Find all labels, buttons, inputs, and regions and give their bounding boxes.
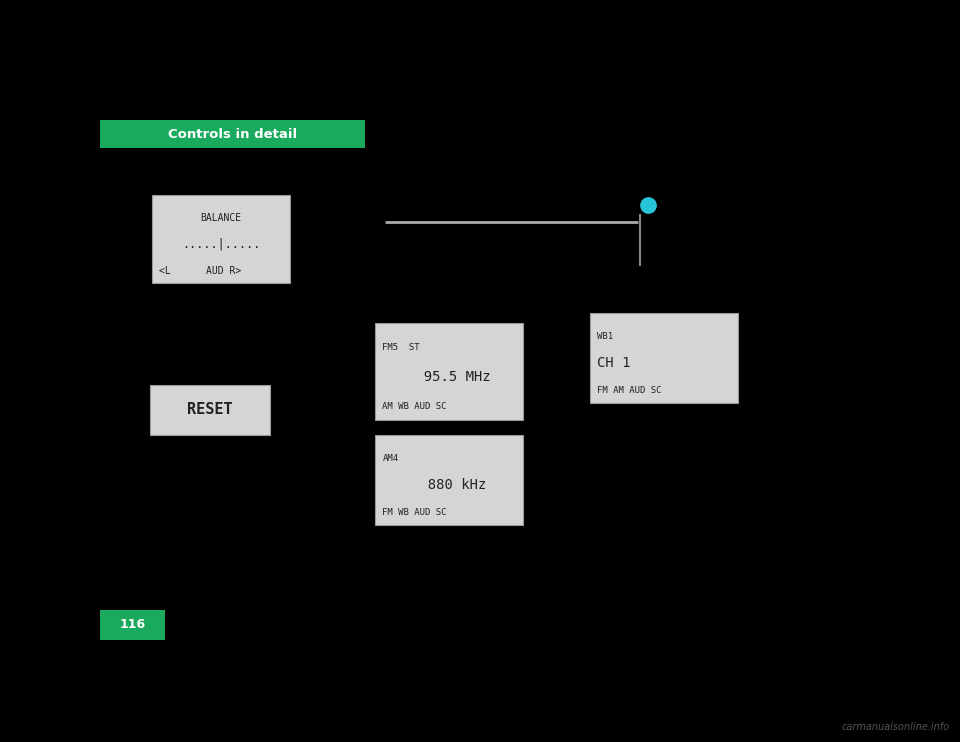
FancyBboxPatch shape [150,385,270,435]
Text: CH 1: CH 1 [597,356,631,370]
Text: RESET: RESET [187,402,233,418]
FancyBboxPatch shape [375,435,523,525]
Text: AM WB AUD SC: AM WB AUD SC [382,402,447,411]
Text: 880 kHz: 880 kHz [411,479,487,493]
Text: 95.5 MHz: 95.5 MHz [407,370,491,384]
Text: carmanualsonline.info: carmanualsonline.info [842,722,950,732]
Text: .....|.....: .....|..... [181,238,260,251]
Text: Controls in detail: Controls in detail [168,128,297,140]
FancyBboxPatch shape [152,195,290,283]
Text: WB1: WB1 [597,332,613,341]
FancyBboxPatch shape [100,610,165,640]
Text: BALANCE: BALANCE [201,213,242,223]
FancyBboxPatch shape [100,120,365,148]
Text: FM WB AUD SC: FM WB AUD SC [382,508,447,517]
Text: FM AM AUD SC: FM AM AUD SC [597,387,661,395]
Text: FM5  ST: FM5 ST [382,344,420,352]
FancyBboxPatch shape [375,323,523,420]
Text: <L      AUD R>: <L AUD R> [159,266,241,276]
Text: 116: 116 [119,619,146,631]
FancyBboxPatch shape [590,313,738,403]
Text: AM4: AM4 [382,453,398,463]
